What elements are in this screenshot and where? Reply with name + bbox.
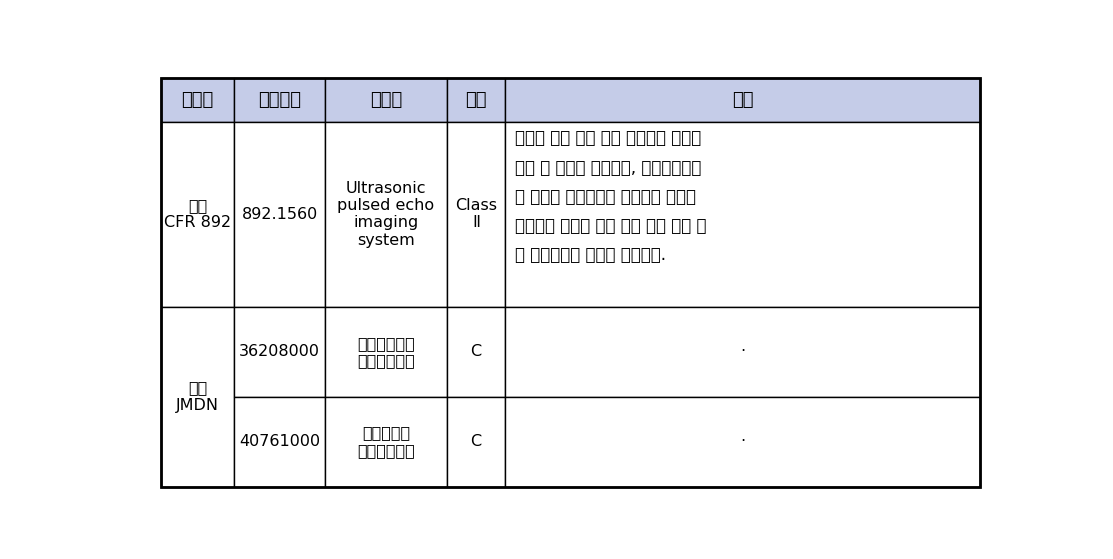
Bar (505, 78, 981, 122)
Text: 품목명: 품목명 (370, 91, 402, 108)
Text: 정의: 정의 (731, 91, 754, 108)
Bar (235, 122, 325, 307)
Text: ·: · (740, 344, 745, 359)
Text: C: C (471, 344, 482, 359)
Bar (325, 78, 447, 122)
Text: 미국
CFR 892: 미국 CFR 892 (164, 198, 232, 230)
Text: Class
Ⅱ: Class Ⅱ (455, 198, 498, 230)
Bar (325, 122, 447, 307)
Text: ·: · (740, 434, 745, 449)
Bar (447, 397, 505, 487)
Text: 등급: 등급 (465, 91, 486, 108)
Bar (447, 78, 505, 122)
Bar (160, 122, 235, 307)
Bar (235, 397, 325, 487)
Text: 40761000: 40761000 (239, 434, 321, 449)
Bar (505, 307, 981, 397)
Bar (447, 122, 505, 307)
Text: 36208000: 36208000 (239, 344, 321, 359)
Bar (325, 307, 447, 397)
Bar (447, 307, 505, 397)
Text: 이동형초음파
화상진단장치: 이동형초음파 화상진단장치 (357, 335, 415, 368)
Text: 일본
JMDN: 일본 JMDN (176, 381, 219, 413)
Bar (505, 397, 981, 487)
Text: 892.1560: 892.1560 (242, 207, 317, 222)
Text: 초음파 펜스 에코 영상 시스템은 조직의
위치 및 깊이를 알아내고, 조직경계면으
로 전달한 음향신호를 수신하는 시간을
측정하기 위해서 인체 내에 : 초음파 펜스 에코 영상 시스템은 조직의 위치 및 깊이를 알아내고, 조직경… (515, 129, 707, 264)
Text: 분류번호: 분류번호 (258, 91, 301, 108)
Text: 범용초음파
화상진단장치: 범용초음파 화상진단장치 (357, 425, 415, 458)
Bar (160, 307, 235, 487)
Bar (160, 78, 235, 122)
Bar (235, 307, 325, 397)
Bar (235, 78, 325, 122)
Text: C: C (471, 434, 482, 449)
Bar (325, 397, 447, 487)
Text: 대분류: 대분류 (181, 91, 214, 108)
Text: Ultrasonic
pulsed echo
imaging
system: Ultrasonic pulsed echo imaging system (337, 181, 434, 248)
Bar (505, 122, 981, 307)
